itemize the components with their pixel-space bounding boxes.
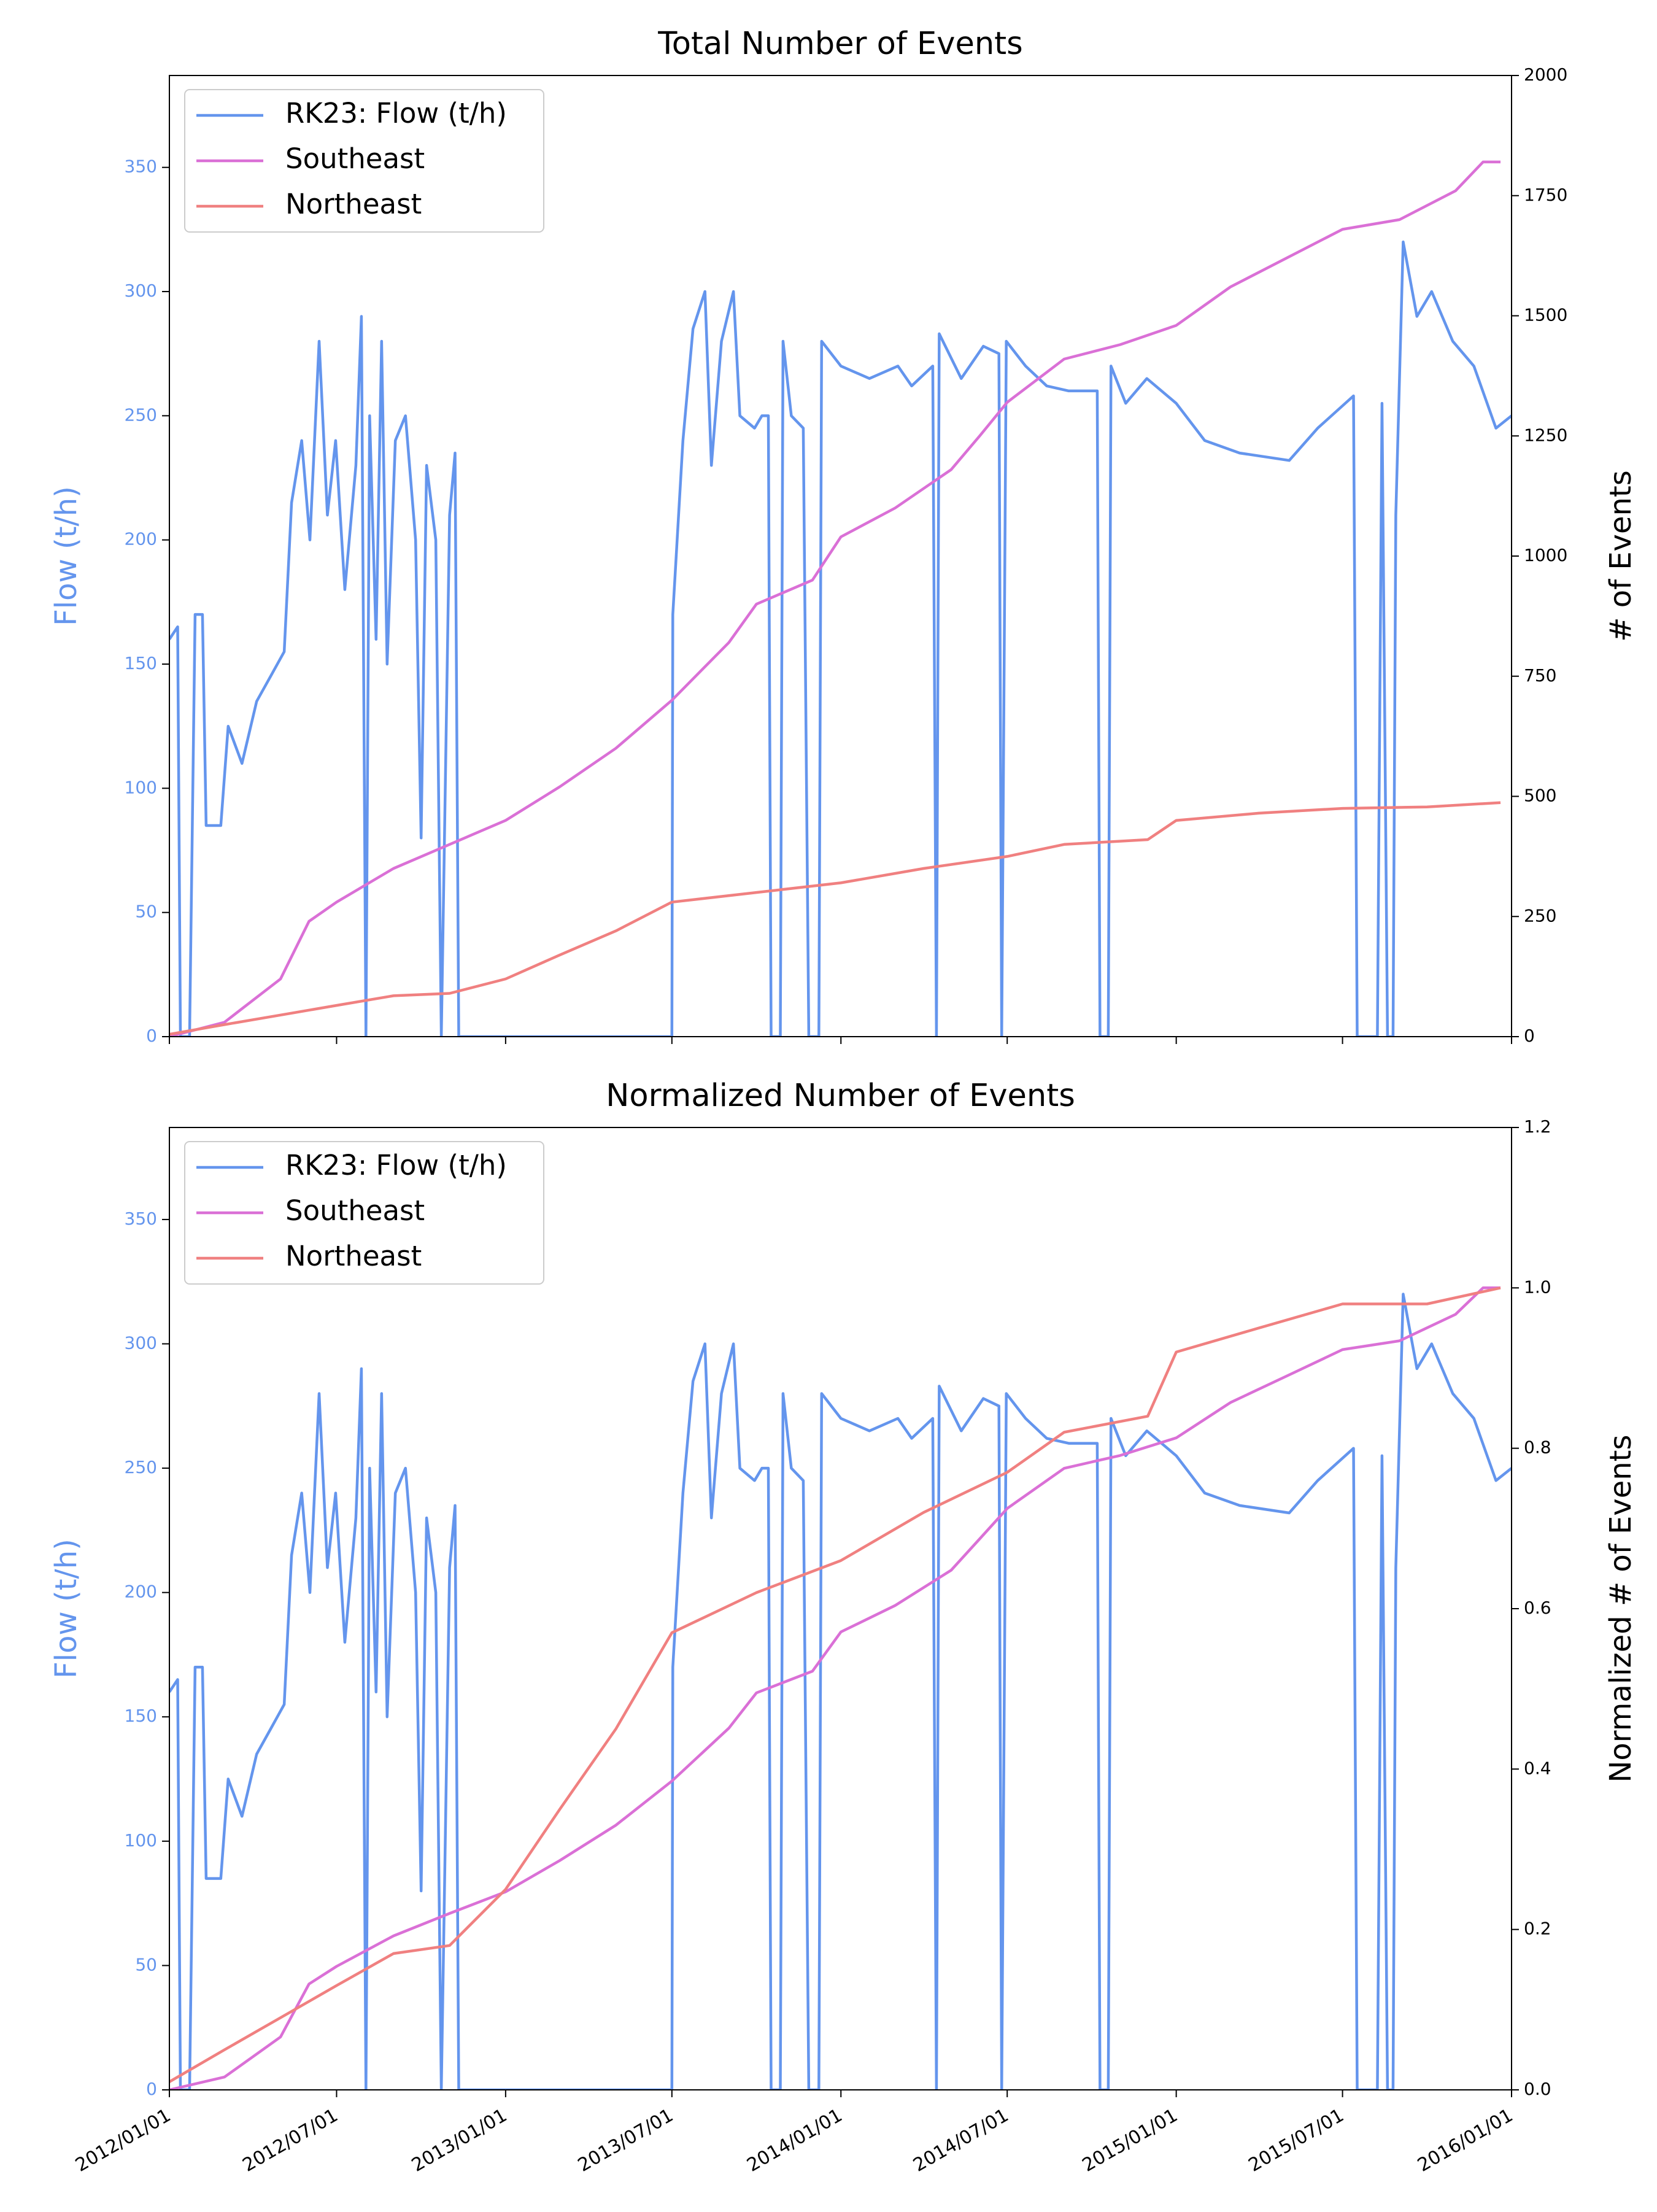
y-axis-label: Flow (t/h) — [49, 486, 83, 626]
y2-tick-label: 2000 — [1524, 64, 1567, 85]
x-tick-label: 2013/01/01 — [408, 2105, 511, 2176]
y2-tick-label: 0.6 — [1524, 1598, 1551, 1618]
x-tick-label: 2012/01/01 — [72, 2105, 174, 2176]
legend-label: RK23: Flow (t/h) — [285, 1149, 507, 1181]
y2-tick-label: 1000 — [1524, 545, 1567, 565]
x-tick-label: 2014/01/01 — [743, 2105, 846, 2176]
y2-tick-label: 500 — [1524, 786, 1556, 806]
y2-tick-label: 0.0 — [1524, 2079, 1551, 2099]
x-tick-label: 2012/07/01 — [239, 2105, 341, 2176]
y-tick-label: 350 — [125, 1208, 157, 1229]
chart-title: Total Number of Events — [657, 26, 1022, 62]
y2-axis-label: Normalized # of Events — [1604, 1435, 1638, 1783]
y2-tick-label: 1750 — [1524, 185, 1567, 205]
y-tick-label: 250 — [125, 1457, 157, 1477]
y2-tick-label: 0.2 — [1524, 1919, 1551, 1939]
y2-tick-label: 0 — [1524, 1026, 1535, 1046]
y-tick-label: 50 — [135, 1954, 157, 1974]
y-tick-label: 0 — [146, 1026, 157, 1046]
series-line — [169, 1286, 1501, 2083]
y-tick-label: 300 — [125, 1332, 157, 1353]
y-axis-label: Flow (t/h) — [49, 1539, 83, 1679]
plot-frame — [169, 1127, 1512, 2090]
y-tick-label: 0 — [146, 2079, 157, 2099]
legend-label: Southeast — [285, 142, 425, 175]
y2-tick-label: 1.2 — [1524, 1116, 1551, 1137]
series-line — [169, 1293, 1512, 2090]
x-tick-label: 2015/07/01 — [1245, 2105, 1348, 2176]
series-line — [169, 801, 1501, 1036]
x-tick-label: 2016/01/01 — [1414, 2105, 1516, 2176]
legend-label: Northeast — [285, 1240, 422, 1272]
y-tick-label: 150 — [125, 653, 157, 673]
x-tick-label: 2013/07/01 — [574, 2105, 677, 2176]
legend-box — [184, 89, 544, 233]
y-tick-label: 200 — [125, 1582, 157, 1602]
y-tick-label: 200 — [125, 529, 157, 549]
series-line — [169, 240, 1512, 1037]
y2-tick-label: 0.8 — [1524, 1437, 1551, 1458]
plot-frame — [169, 75, 1512, 1037]
legend-label: Southeast — [285, 1194, 425, 1227]
y2-axis-label: # of Events — [1604, 470, 1638, 642]
legend-label: Northeast — [285, 188, 422, 220]
y-tick-label: 100 — [125, 1830, 157, 1850]
x-tick-label: 2014/07/01 — [910, 2105, 1012, 2176]
legend-box — [184, 1141, 544, 1285]
y-tick-label: 250 — [125, 404, 157, 425]
chart-title: Normalized Number of Events — [606, 1078, 1075, 1114]
y2-tick-label: 1250 — [1524, 425, 1567, 445]
y-tick-label: 150 — [125, 1706, 157, 1726]
y-tick-label: 50 — [135, 902, 157, 922]
series-line — [169, 1286, 1501, 2090]
y2-tick-label: 1500 — [1524, 305, 1567, 325]
series-line — [169, 160, 1501, 1037]
y2-tick-label: 250 — [1524, 905, 1556, 926]
y-tick-label: 350 — [125, 157, 157, 177]
y2-tick-label: 750 — [1524, 665, 1556, 686]
legend-label: RK23: Flow (t/h) — [285, 97, 507, 130]
y-tick-label: 100 — [125, 777, 157, 797]
y2-tick-label: 0.4 — [1524, 1758, 1551, 1778]
y2-tick-label: 1.0 — [1524, 1277, 1551, 1297]
y-tick-label: 300 — [125, 280, 157, 301]
x-tick-label: 2015/01/01 — [1079, 2105, 1181, 2176]
